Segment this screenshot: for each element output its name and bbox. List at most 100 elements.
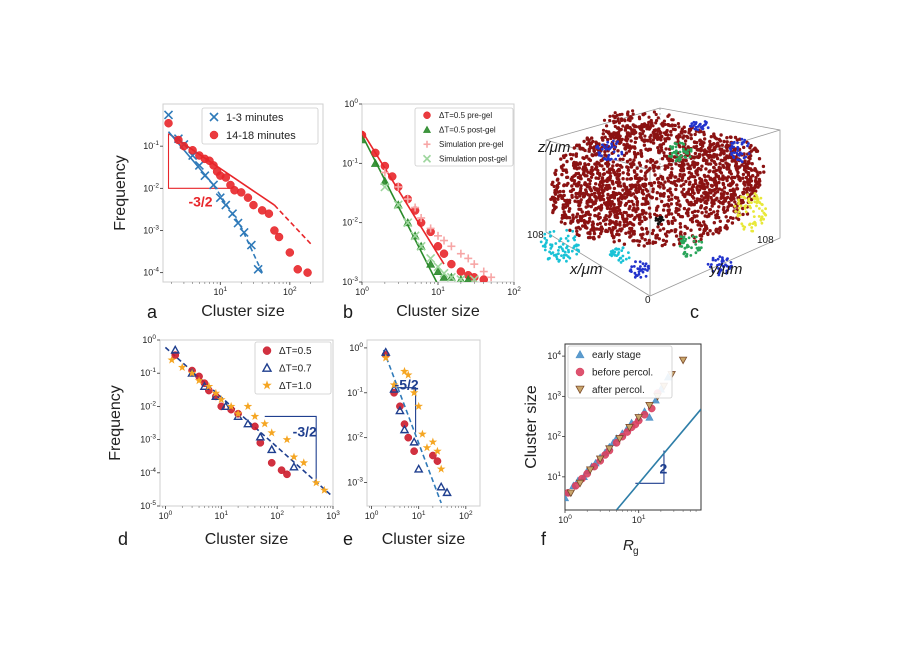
cluster-particle <box>564 199 569 203</box>
cluster-particle <box>715 190 720 194</box>
cluster-particle <box>722 186 727 190</box>
cluster-particle <box>702 173 707 178</box>
cluster-particle <box>556 197 560 201</box>
cluster-particle <box>625 165 629 169</box>
cluster-particle <box>665 136 670 141</box>
cluster-particle <box>544 241 548 245</box>
cluster-particle <box>641 262 645 265</box>
cluster-particle <box>717 267 720 270</box>
cluster-particle <box>565 215 569 219</box>
cluster-particle <box>682 187 686 191</box>
cluster-particle <box>576 199 581 204</box>
cluster-particle <box>634 188 638 193</box>
cluster-particle <box>630 164 634 168</box>
cluster-particle <box>543 248 547 252</box>
data-point <box>194 160 204 170</box>
cluster-particle <box>717 180 721 185</box>
data-point-stroke <box>433 262 443 272</box>
cluster-particle <box>610 233 615 238</box>
cluster-particle <box>663 232 668 236</box>
data-point <box>200 171 210 181</box>
cluster-particle <box>743 196 747 200</box>
cluster-particle <box>617 191 621 195</box>
cluster-particle <box>630 265 634 269</box>
cluster-particle <box>595 227 599 231</box>
cluster-particle <box>600 194 604 198</box>
cluster-particle <box>705 159 709 163</box>
cluster-particle <box>627 256 631 260</box>
cluster-particle <box>559 245 563 249</box>
cluster-particle <box>596 222 600 226</box>
legend-label: 14-18 minutes <box>226 130 296 142</box>
cluster-particle <box>639 233 643 237</box>
cluster-particle <box>690 122 694 125</box>
data-point-stroke <box>403 218 413 228</box>
data-point <box>440 236 449 245</box>
cluster-particle <box>597 142 601 146</box>
y-tick-label: 10-1 <box>347 387 363 398</box>
cluster-particle <box>594 195 598 199</box>
cluster-particle <box>580 210 584 214</box>
cluster-particle <box>603 135 607 139</box>
cluster-particle <box>730 221 735 225</box>
cluster-particle <box>634 153 638 157</box>
cluster-particle <box>712 210 716 214</box>
cluster-particle <box>612 192 616 196</box>
cluster-particle <box>596 168 600 173</box>
cluster-particle <box>663 242 667 246</box>
x-tick-label: 103 <box>326 510 340 521</box>
cluster-particle <box>690 216 695 221</box>
cluster-particle <box>678 159 681 163</box>
cluster-particle <box>734 162 739 166</box>
data-point <box>380 176 390 185</box>
cluster-particle <box>666 165 670 169</box>
cluster-particle <box>698 197 702 202</box>
legend-box <box>567 345 673 399</box>
cluster-particle <box>727 144 731 148</box>
cluster-particle <box>736 146 740 150</box>
cluster-particle <box>725 191 730 196</box>
data-point <box>645 413 654 421</box>
cluster-particle <box>651 228 655 233</box>
data-point <box>262 380 272 390</box>
cluster-particle <box>698 181 702 185</box>
cluster-particle <box>579 186 583 191</box>
cluster-particle <box>591 146 595 150</box>
cluster-particle <box>593 167 597 171</box>
cluster-particle <box>614 180 619 184</box>
cluster-particle <box>720 188 724 192</box>
cluster-particle <box>596 171 600 175</box>
cluster-particle <box>720 259 724 263</box>
cluster-particle <box>648 212 652 216</box>
cluster-particle <box>705 185 709 189</box>
cluster-particle <box>597 235 601 239</box>
cluster-particle <box>562 253 566 257</box>
data-point-stroke <box>426 253 436 263</box>
cluster-particle <box>669 202 673 206</box>
x-tick-label: 100 <box>365 510 379 521</box>
cluster-particle <box>718 255 722 258</box>
cluster-particle <box>661 177 665 181</box>
cluster-particle <box>657 137 661 141</box>
series <box>167 355 329 494</box>
data-point <box>277 466 286 475</box>
cluster-particle <box>637 161 642 165</box>
data-point-stroke <box>253 264 263 274</box>
cluster-particle <box>730 179 735 184</box>
data-point <box>426 224 435 233</box>
cluster-particle <box>763 212 767 216</box>
data-point <box>417 213 426 222</box>
x-tick-label: 102 <box>270 510 284 521</box>
legend-box <box>201 107 319 145</box>
cluster-particle <box>582 165 586 169</box>
cluster-particle <box>713 176 717 180</box>
cluster-particle <box>689 149 693 153</box>
series <box>380 168 496 282</box>
cluster-particle <box>618 157 622 161</box>
cluster-particle <box>611 164 615 168</box>
data-point <box>174 135 183 145</box>
cluster-particle <box>597 153 601 157</box>
cluster-particle <box>630 199 634 204</box>
cluster-particle <box>738 213 742 217</box>
cluster-particle <box>683 139 688 143</box>
